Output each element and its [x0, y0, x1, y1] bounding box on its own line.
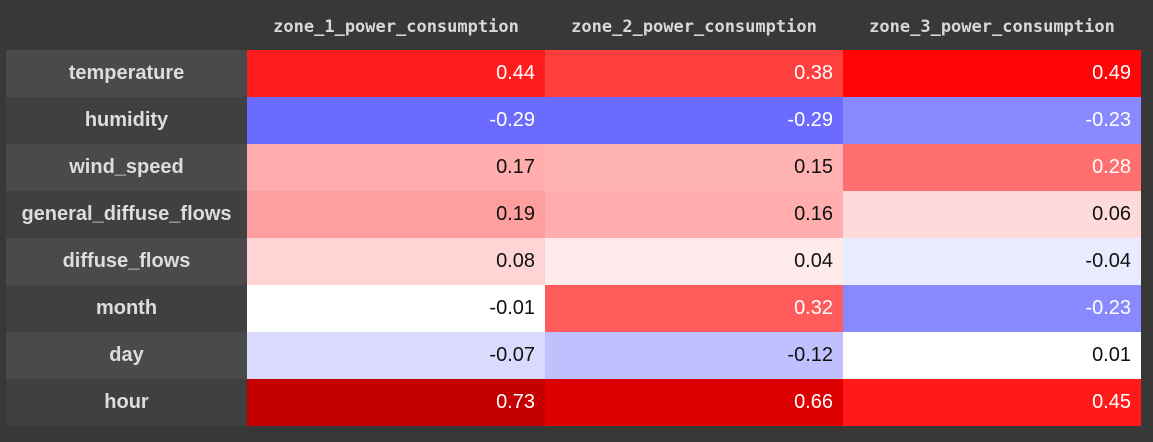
table-cell[interactable]: 0.19 [247, 191, 545, 238]
table-cell[interactable]: -0.12 [545, 332, 843, 379]
column-header-zone-1[interactable]: zone_1_power_consumption [273, 16, 519, 37]
row-header-month[interactable]: month [6, 285, 247, 332]
table-cell[interactable]: 0.04 [545, 238, 843, 285]
table-row: day -0.07 -0.12 0.01 [6, 332, 1141, 379]
table-cell[interactable]: 0.06 [843, 191, 1141, 238]
table-cell[interactable]: 0.38 [545, 50, 843, 97]
table-cell[interactable]: 0.01 [843, 332, 1141, 379]
row-header-general-diffuse-flows[interactable]: general_diffuse_flows [6, 191, 247, 238]
row-header-humidity[interactable]: humidity [6, 97, 247, 144]
table-row: general_diffuse_flows 0.19 0.16 0.06 [6, 191, 1141, 238]
table-cell[interactable]: 0.45 [843, 379, 1141, 426]
table-cell[interactable]: -0.04 [843, 238, 1141, 285]
corner-cell [6, 3, 247, 50]
table-row: month -0.01 0.32 -0.23 [6, 285, 1141, 332]
correlation-table: zone_1_power_consumption zone_2_power_co… [6, 3, 1141, 426]
table-cell[interactable]: 0.49 [843, 50, 1141, 97]
table-cell[interactable]: -0.29 [247, 97, 545, 144]
row-header-wind-speed[interactable]: wind_speed [6, 144, 247, 191]
table-cell[interactable]: 0.73 [247, 379, 545, 426]
row-header-temperature[interactable]: temperature [6, 50, 247, 97]
row-header-day[interactable]: day [6, 332, 247, 379]
table-row: hour 0.73 0.66 0.45 [6, 379, 1141, 426]
column-header-zone-3[interactable]: zone_3_power_consumption [869, 16, 1115, 37]
table-row: diffuse_flows 0.08 0.04 -0.04 [6, 238, 1141, 285]
row-header-diffuse-flows[interactable]: diffuse_flows [6, 238, 247, 285]
table-row: wind_speed 0.17 0.15 0.28 [6, 144, 1141, 191]
table-cell[interactable]: -0.23 [843, 285, 1141, 332]
table-row: humidity -0.29 -0.29 -0.23 [6, 97, 1141, 144]
table-cell[interactable]: -0.29 [545, 97, 843, 144]
table-cell[interactable]: 0.66 [545, 379, 843, 426]
table-cell[interactable]: 0.44 [247, 50, 545, 97]
table-row: temperature 0.44 0.38 0.49 [6, 50, 1141, 97]
table-cell[interactable]: 0.08 [247, 238, 545, 285]
table-body: temperature 0.44 0.38 0.49 humidity -0.29 -0.2… [6, 50, 1141, 426]
table-cell[interactable]: 0.16 [545, 191, 843, 238]
table-cell[interactable]: 0.15 [545, 144, 843, 191]
table-cell[interactable]: -0.01 [247, 285, 545, 332]
table-cell[interactable]: -0.23 [843, 97, 1141, 144]
header-row: zone_1_power_consumption zone_2_power_co… [6, 3, 1141, 50]
column-header-zone-2[interactable]: zone_2_power_consumption [571, 16, 817, 37]
table-cell[interactable]: -0.07 [247, 332, 545, 379]
row-header-hour[interactable]: hour [6, 379, 247, 426]
table-cell[interactable]: 0.28 [843, 144, 1141, 191]
table-cell[interactable]: 0.32 [545, 285, 843, 332]
table-cell[interactable]: 0.17 [247, 144, 545, 191]
